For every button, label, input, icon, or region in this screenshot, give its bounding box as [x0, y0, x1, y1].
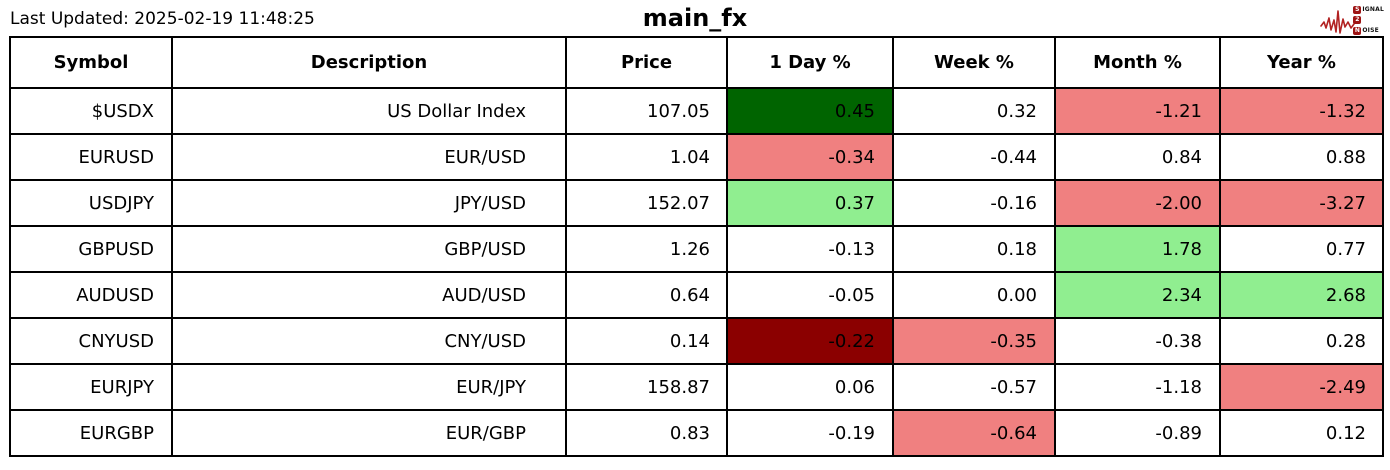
table-cell: 152.07: [565, 179, 728, 227]
table-cell: 0.37: [726, 179, 894, 227]
column-header-1-day: 1 Day %: [726, 36, 894, 89]
table-body: $USDX US Dollar Index 107.05 0.45 0.32 -1.21-…: [9, 87, 1384, 457]
table-cell: 0.14: [565, 317, 728, 365]
table-cell: EUR/JPY: [171, 363, 567, 411]
table-cell: EUR/USD: [171, 133, 567, 181]
signal2noise-logo: S IGNAL 2 N OISE: [1320, 3, 1384, 35]
table-cell: -1.32: [1219, 87, 1384, 135]
table-cell: 0.83: [565, 409, 728, 457]
logo-line-noise: N OISE: [1353, 26, 1379, 35]
column-header-symbol: Symbol: [9, 36, 173, 89]
table-cell: EURGBP: [9, 409, 173, 457]
logo-line-signal: S IGNAL: [1353, 5, 1384, 14]
table-cell: -0.05: [726, 271, 894, 319]
table-cell: 0.28: [1219, 317, 1384, 365]
column-header-month: Month %: [1054, 36, 1221, 89]
fx-table: Symbol Description Price 1 Day % Week % Month…: [9, 36, 1384, 457]
table-cell: -1.21: [1054, 87, 1221, 135]
table-row: $USDX US Dollar Index 107.05 0.45 0.32 -1.21-…: [9, 87, 1384, 135]
table-cell: 0.84: [1054, 133, 1221, 181]
table-cell: EURJPY: [9, 363, 173, 411]
table-cell: 1.78: [1054, 225, 1221, 273]
table-cell: -0.57: [892, 363, 1056, 411]
table-row: USDJPY JPY/USD 152.07 0.37 -0.16 -2.00 -3.27: [9, 179, 1384, 227]
table-row: EURGBP EUR/GBP 0.83 -0.19 -0.64 -0.89 0.12: [9, 409, 1384, 457]
table-cell: EUR/GBP: [171, 409, 567, 457]
table-row: EURJPY EUR/JPY 158.87 0.06 -0.57 -1.18 -2.49: [9, 363, 1384, 411]
table-cell: 0.64: [565, 271, 728, 319]
table-cell: US Dollar Index: [171, 87, 567, 135]
table-cell: -0.89: [1054, 409, 1221, 457]
table-row: AUDUSD AUD/USD 0.64 -0.05 0.00 2.34 2.68: [9, 271, 1384, 319]
table-cell: -3.27: [1219, 179, 1384, 227]
table-cell: -0.22: [726, 317, 894, 365]
table-cell: 0.88: [1219, 133, 1384, 181]
page-title: main_fx: [642, 4, 748, 32]
table-cell: 1.26: [565, 225, 728, 273]
table-cell: -0.34: [726, 133, 894, 181]
table-cell: EURUSD: [9, 133, 173, 181]
logo-badge-2: 2: [1353, 16, 1362, 24]
table-cell: 0.00: [892, 271, 1056, 319]
logo-line-2: 2: [1353, 16, 1384, 25]
logo-badge-n: N: [1353, 26, 1362, 35]
table-cell: 0.18: [892, 225, 1056, 273]
table-cell: 1.04: [565, 133, 728, 181]
table-cell: 0.77: [1219, 225, 1384, 273]
column-header-description: Description: [171, 36, 567, 89]
table-cell: -0.13: [726, 225, 894, 273]
table-cell: -0.44: [892, 133, 1056, 181]
waveform-icon: [1320, 8, 1356, 35]
table-cell: 0.45: [726, 87, 894, 135]
table-cell: 2.68: [1219, 271, 1384, 319]
top-bar: Last Updated: 2025-02-19 11:48:25 main_f…: [0, 0, 1390, 36]
table-header-row: Symbol Description Price 1 Day % Week % Month…: [9, 36, 1384, 89]
table-cell: 107.05: [565, 87, 728, 135]
column-header-week: Week %: [892, 36, 1056, 89]
table-cell: CNYUSD: [9, 317, 173, 365]
last-updated-text: Last Updated: 2025-02-19 11:48:25: [10, 9, 315, 29]
table-cell: 0.12: [1219, 409, 1384, 457]
table-cell: AUD/USD: [171, 271, 567, 319]
logo-text: S IGNAL 2 N OISE: [1353, 5, 1384, 35]
table-cell: -1.18: [1054, 363, 1221, 411]
table-cell: 2.34: [1054, 271, 1221, 319]
table-row: GBPUSD GBP/USD 1.26 -0.13 0.18 1.78 0.77: [9, 225, 1384, 273]
table-cell: -0.38: [1054, 317, 1221, 365]
table-cell: -2.49: [1219, 363, 1384, 411]
table-row: EURUSD EUR/USD 1.04 -0.34 -0.44 0.84 0.88: [9, 133, 1384, 181]
table-cell: -0.16: [892, 179, 1056, 227]
table-cell: -2.00: [1054, 179, 1221, 227]
table-row: CNYUSD CNY/USD 0.14 -0.22 -0.35 -0.38 0.28: [9, 317, 1384, 365]
table-cell: USDJPY: [9, 179, 173, 227]
column-header-year: Year %: [1219, 36, 1384, 89]
column-header-price: Price: [565, 36, 728, 89]
table-cell: $USDX: [9, 87, 173, 135]
table-cell: 158.87: [565, 363, 728, 411]
table-cell: -0.64: [892, 409, 1056, 457]
table-cell: -0.19: [726, 409, 894, 457]
table-cell: 0.32: [892, 87, 1056, 135]
table-cell: AUDUSD: [9, 271, 173, 319]
table-cell: JPY/USD: [171, 179, 567, 227]
table-cell: GBP/USD: [171, 225, 567, 273]
table-cell: 0.06: [726, 363, 894, 411]
table-cell: -0.35: [892, 317, 1056, 365]
table-cell: CNY/USD: [171, 317, 567, 365]
table-cell: GBPUSD: [9, 225, 173, 273]
logo-badge-s: S: [1353, 5, 1362, 14]
